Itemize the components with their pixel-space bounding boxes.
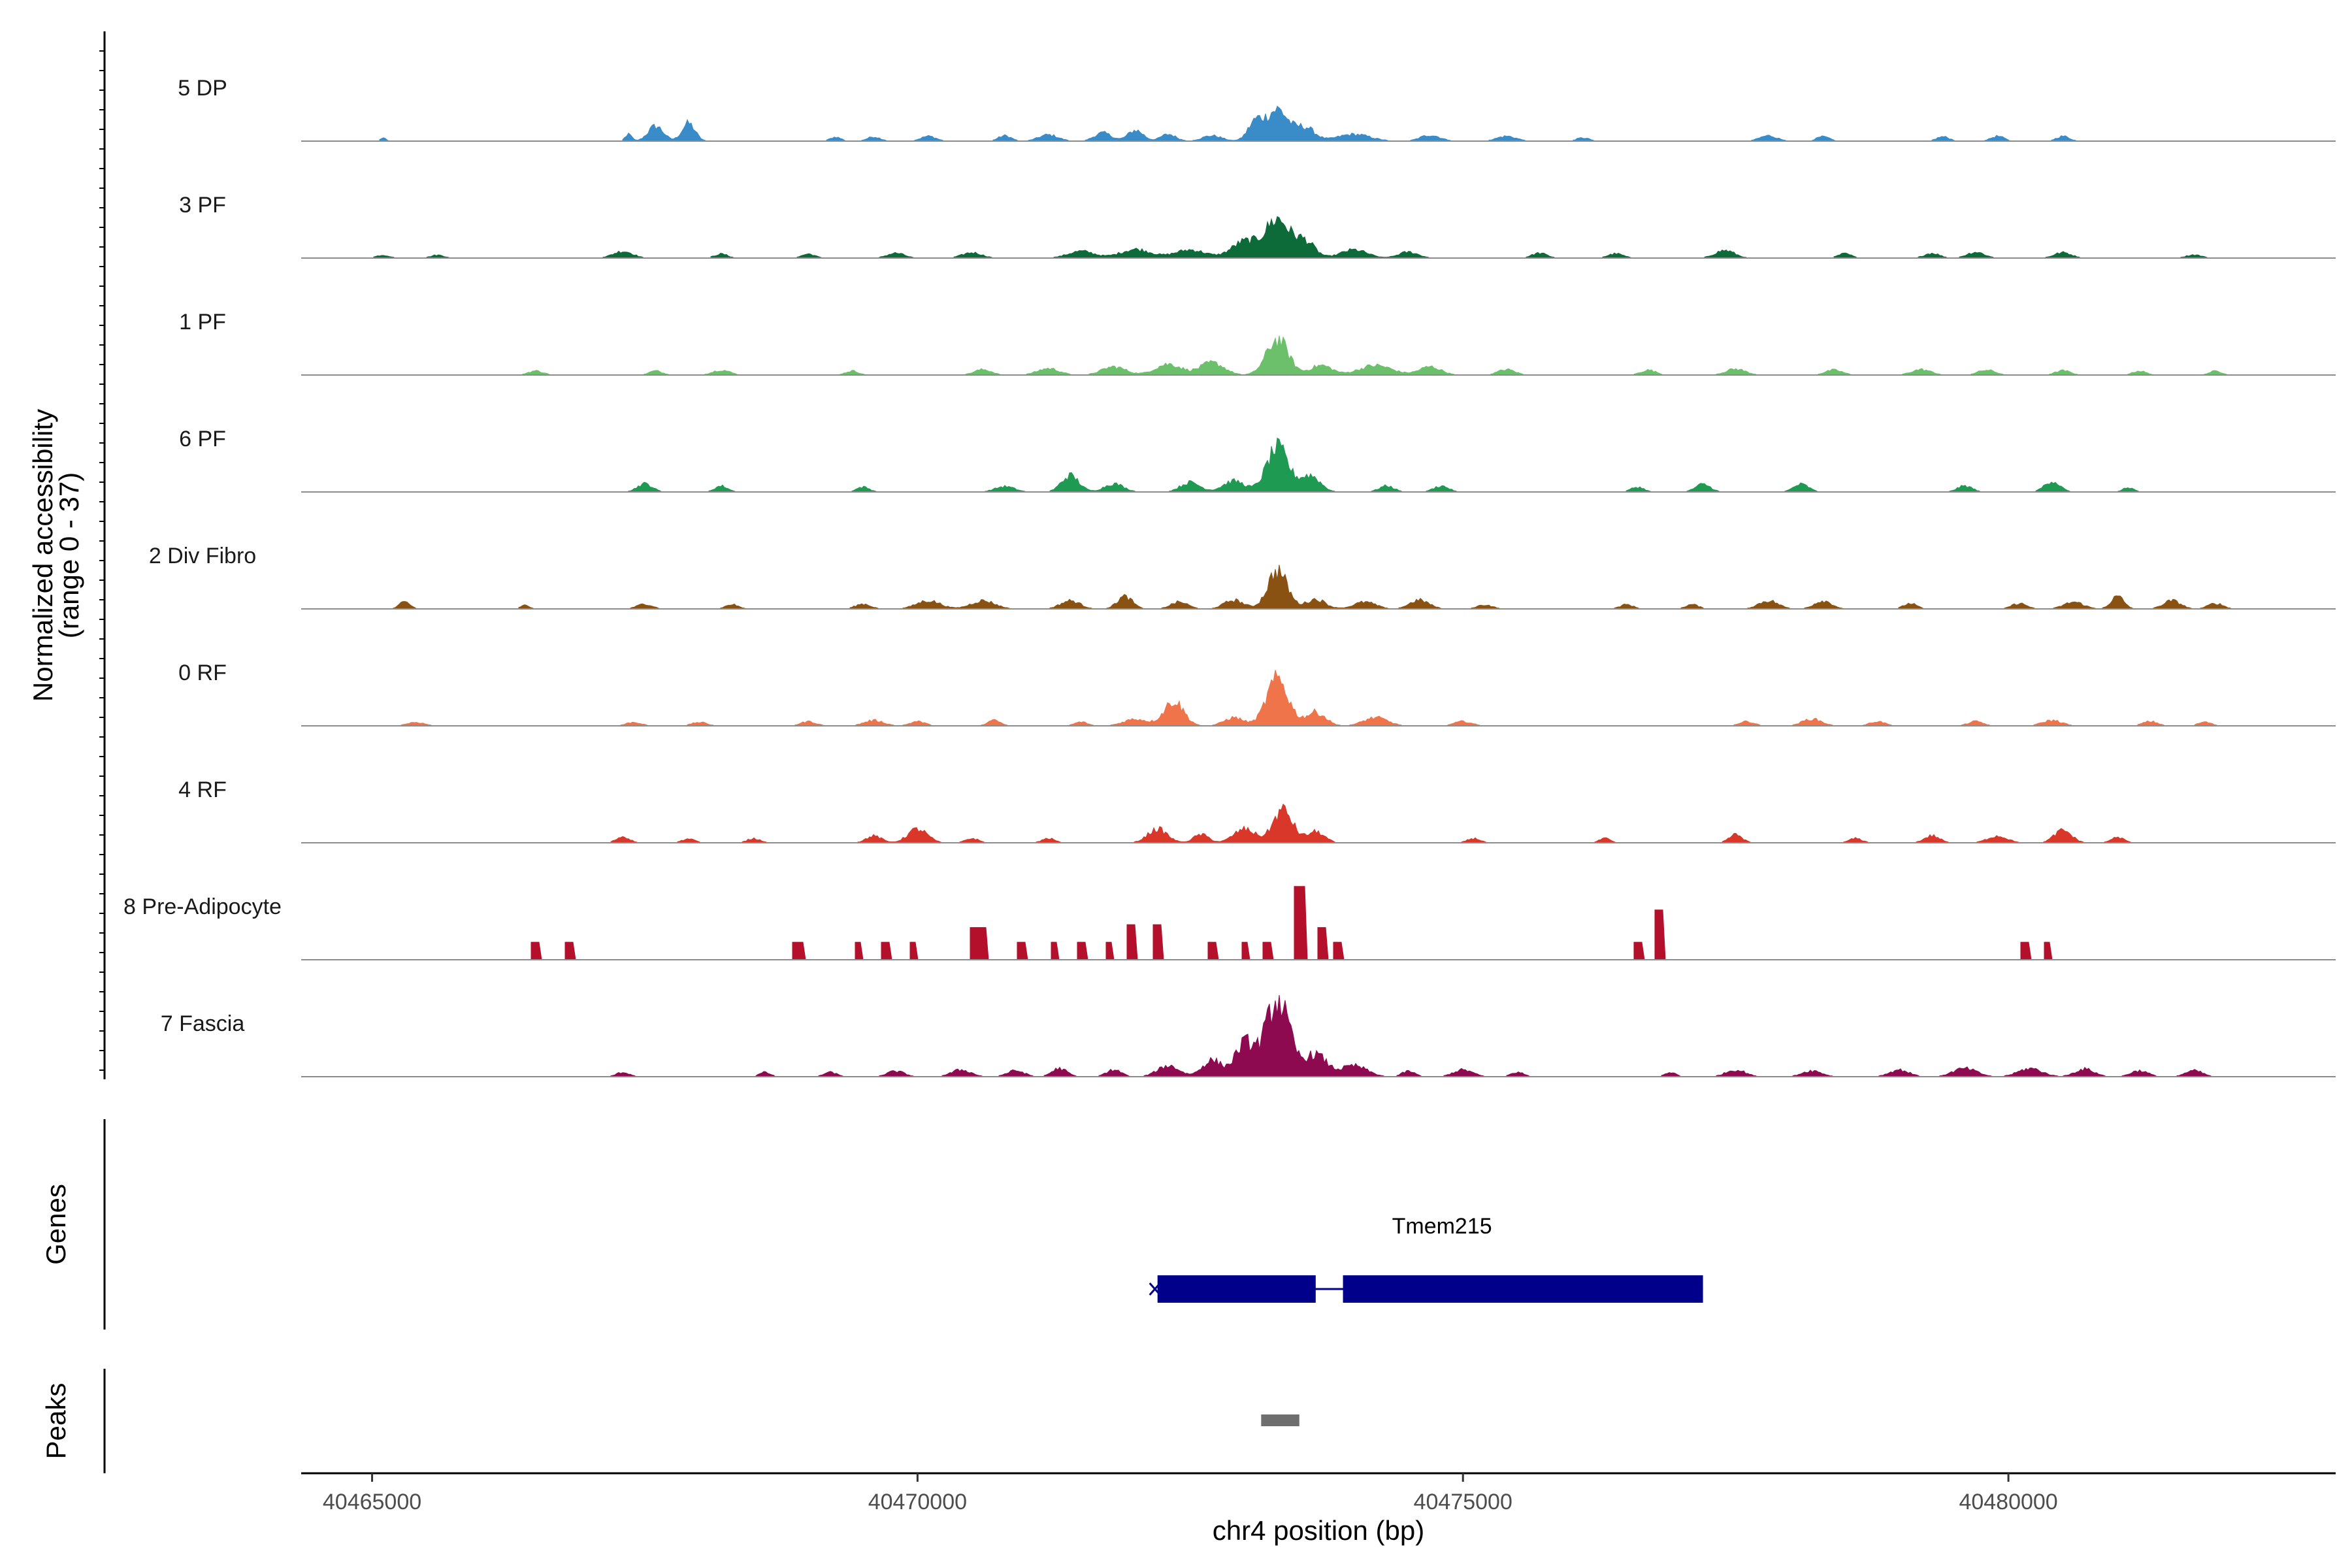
gene-strand-marker <box>1149 1282 1161 1296</box>
track-label: 8 Pre-Adipocyte <box>123 894 282 919</box>
track-label: 2 Div Fibro <box>149 544 256 568</box>
coverage-area <box>400 670 2219 727</box>
gene-tmem215: Tmem215 <box>1149 1214 1703 1303</box>
track-label: 3 PF <box>179 193 226 218</box>
x-tick-label: 40470000 <box>868 1490 967 1514</box>
gene-label: Tmem215 <box>1392 1214 1492 1239</box>
coverage-area <box>373 216 2209 259</box>
genes-panel-title: Genes <box>41 1184 71 1265</box>
y-axis-ticks <box>99 50 105 1071</box>
track-label: 7 Fascia <box>161 1011 245 1036</box>
peaks-panel-title: Peaks <box>41 1383 71 1460</box>
track-5-dp: 5 DP <box>178 76 2336 142</box>
x-tick-label: 40475000 <box>1414 1490 1512 1514</box>
coverage-area <box>379 105 2078 142</box>
coverage-area <box>393 564 2232 610</box>
track-label: 4 RF <box>178 777 227 802</box>
peaks-panel <box>1261 1414 1299 1426</box>
track-label: 5 DP <box>178 76 227 101</box>
gene-exon <box>1157 1275 1316 1303</box>
track-3-pf: 3 PF <box>179 193 2336 259</box>
track-1-pf: 1 PF <box>179 310 2336 376</box>
y-axis-title: Normalized accessibility <box>27 409 58 702</box>
track-6-pf: 6 PF <box>179 427 2336 493</box>
x-axis-title: chr4 position (bp) <box>1213 1515 1425 1546</box>
track-7-fascia: 7 Fascia <box>161 994 2336 1077</box>
coverage-area <box>610 994 2213 1077</box>
track-8-pre-adipocyte: 8 Pre-Adipocyte <box>123 886 2336 960</box>
coverage-tracks: 5 DP 3 PF 1 PF 6 PF 2 Div Fibro 0 RF 4 RF 8 Pre… <box>123 76 2336 1077</box>
x-axis-ticks: 40465000 40470000 40475000 40480000 <box>323 1473 2058 1514</box>
track-label: 0 RF <box>178 661 227 685</box>
genes-panel: Tmem215 <box>1149 1214 1703 1303</box>
x-tick-label: 40465000 <box>323 1490 421 1514</box>
coverage-area <box>610 803 2132 843</box>
coverage-area <box>628 437 2141 493</box>
x-tick-label: 40480000 <box>1959 1490 2057 1514</box>
track-2-div-fibro: 2 Div Fibro <box>149 544 2336 610</box>
track-4-rf: 4 RF <box>178 777 2336 843</box>
track-0-rf: 0 RF <box>178 661 2336 727</box>
peak-region <box>1261 1414 1299 1426</box>
coverage-area <box>531 886 2053 960</box>
y-axis-subtitle: (range 0 - 37) <box>54 472 84 638</box>
coverage-area <box>522 335 2229 376</box>
track-label: 1 PF <box>179 310 226 335</box>
gene-exon <box>1343 1275 1703 1303</box>
track-label: 6 PF <box>179 427 226 451</box>
